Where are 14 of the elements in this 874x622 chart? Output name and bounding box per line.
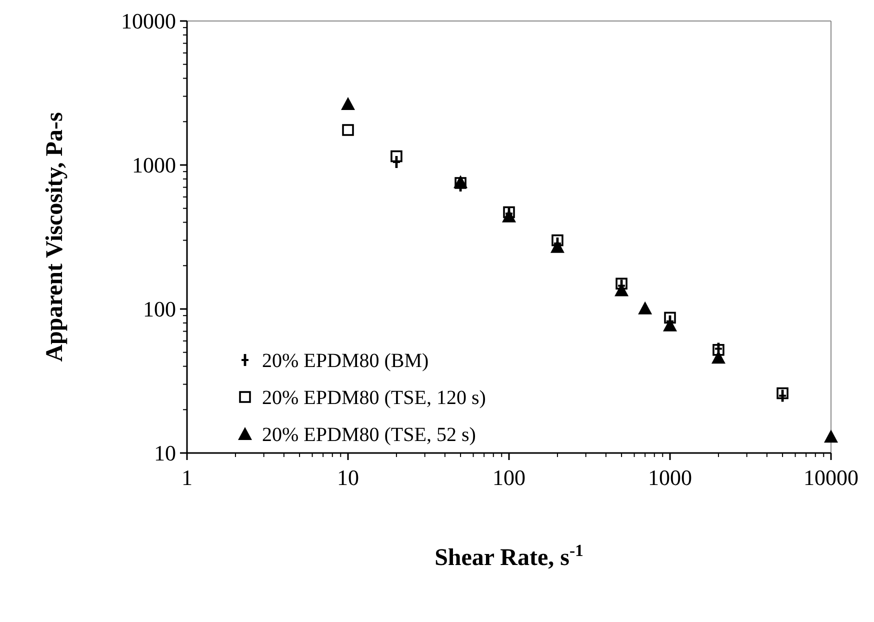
y-axis-title: Apparent Viscosity, Pa-s <box>42 112 68 362</box>
x-tick-label: 10000 <box>804 465 858 490</box>
legend-label: 20% EPDM80 (TSE, 52 s) <box>262 424 476 446</box>
y-tick-label: 10 <box>154 440 176 466</box>
y-tick-label: 100 <box>143 296 176 322</box>
x-tick-label: 100 <box>492 465 526 490</box>
x-axis-title: Shear Rate, s$^{-1}$ <box>434 540 584 571</box>
x-tick-label: 1 <box>182 465 192 490</box>
x-tick-label: 10 <box>337 465 359 490</box>
legend-label: 20% EPDM80 (BM) <box>262 350 429 372</box>
y-tick-label: 1000 <box>132 152 176 178</box>
y-tick-label: 10000 <box>121 8 176 34</box>
x-tick-label: 1000 <box>648 465 692 490</box>
legend-label: 20% EPDM80 (TSE, 120 s) <box>262 387 486 409</box>
